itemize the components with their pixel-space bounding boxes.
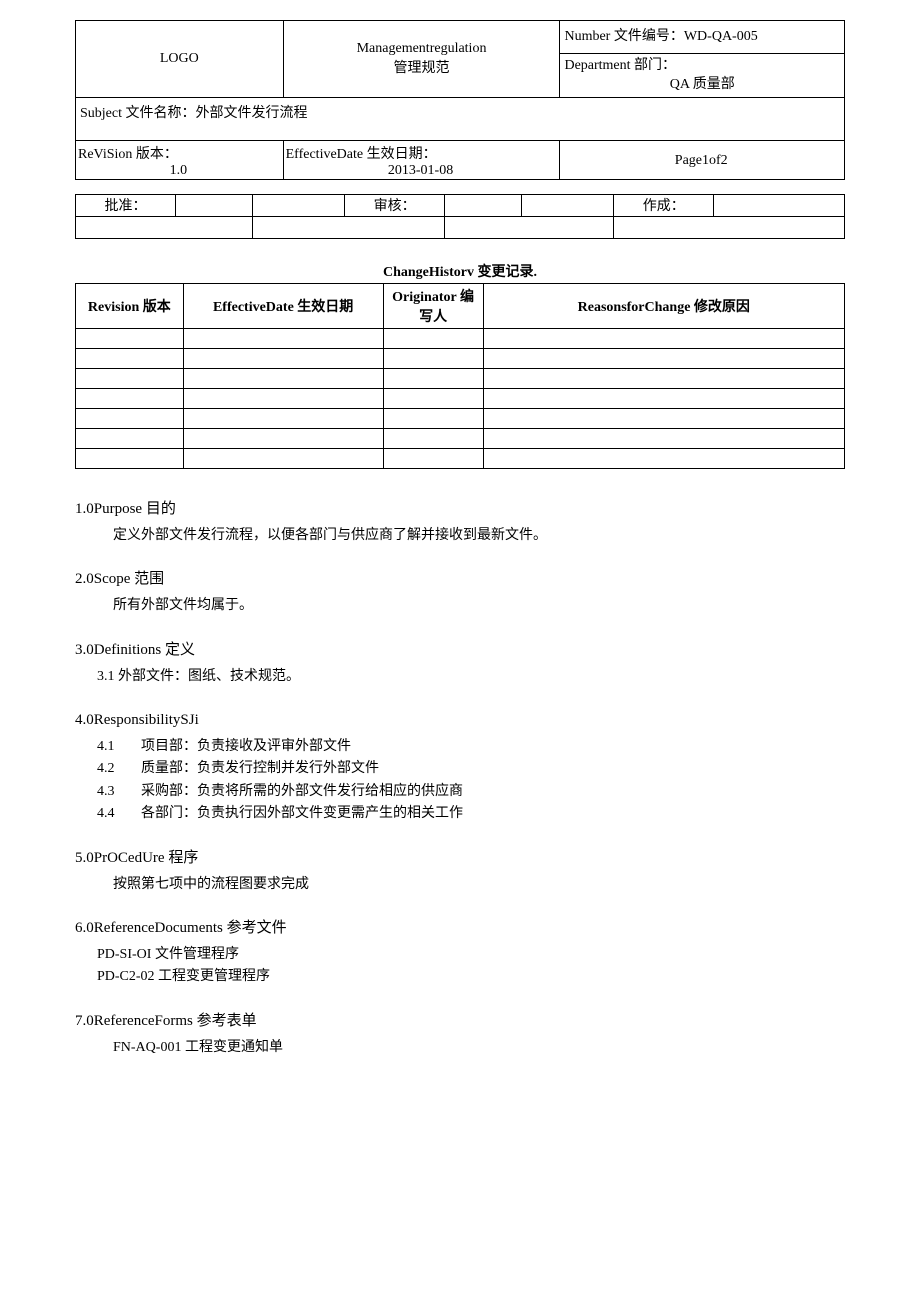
dept-label: Department 部门： — [564, 56, 840, 76]
section-4-item-4: 4.4各部门：负责执行因外部文件变更需产生的相关工作 — [97, 803, 845, 825]
author-blank — [714, 194, 845, 216]
revision-label: ReViSion 版本： — [78, 143, 279, 163]
ch-r6c1 — [76, 428, 184, 448]
number-value: WD-QA-005 — [684, 29, 758, 44]
number-label: Number 文件编号： — [564, 29, 683, 44]
logo-cell: LOGO — [76, 21, 284, 98]
section-4-items: 4.1项目部：负责接收及评审外部文件 4.2质量部：负责发行控制并发行外部文件 … — [75, 736, 845, 826]
s4-n3: 4.3 — [97, 781, 141, 803]
dept-cell: Department 部门： QA 质量部 — [560, 53, 845, 97]
section-7-head: 7.0ReferenceForms 参考表单 — [75, 1009, 845, 1033]
dept-value: QA 质量部 — [564, 75, 840, 95]
section-1-head: 1.0Purpose 目的 — [75, 497, 845, 521]
change-col-effective: EffectiveDate 生效日期 — [183, 283, 383, 328]
ch-r2c4 — [483, 348, 844, 368]
ch-r2c2 — [183, 348, 383, 368]
revision-value: 1.0 — [78, 163, 279, 179]
section-1-body: 定义外部文件发行流程，以便各部门与供应商了解并接收到最新文件。 — [75, 525, 845, 547]
title-cell: Managementregulation 管理规范 — [283, 21, 560, 98]
ch-r1c2 — [183, 328, 383, 348]
change-col-originator: Originator 编写人 — [383, 283, 483, 328]
number-cell: Number 文件编号：WD-QA-005 — [560, 21, 845, 54]
subject-label: Subject 文件名称： — [80, 106, 196, 121]
review-blank2 — [521, 194, 613, 216]
page-number: Page1of2 — [675, 153, 728, 168]
title-en: Managementregulation — [288, 39, 556, 59]
section-6-line1: PD-SI-OI 文件管理程序 — [75, 944, 845, 966]
ch-r5c1 — [76, 408, 184, 428]
ch-r2c1 — [76, 348, 184, 368]
ch-r3c2 — [183, 368, 383, 388]
s4-n2: 4.2 — [97, 758, 141, 780]
subject-cell: Subject 文件名称：外部文件发行流程 — [76, 97, 845, 140]
ch-r4c3 — [383, 388, 483, 408]
approval-table: 批准： 审核： 作成： — [75, 194, 845, 239]
ch-r5c3 — [383, 408, 483, 428]
section-4-head: 4.0ResponsibilitySJi — [75, 708, 845, 732]
ch-r1c3 — [383, 328, 483, 348]
ch-r6c2 — [183, 428, 383, 448]
s4-n4: 4.4 — [97, 803, 141, 825]
s4-t4: 各部门：负责执行因外部文件变更需产生的相关工作 — [141, 803, 463, 825]
ch-r2c3 — [383, 348, 483, 368]
s4-t1: 项目部：负责接收及评审外部文件 — [141, 736, 351, 758]
section-4-item-1: 4.1项目部：负责接收及评审外部文件 — [97, 736, 845, 758]
approval-row2-c2 — [252, 216, 444, 238]
change-history-title: ChangeHistorv 变更记录. — [75, 261, 845, 281]
approval-row2-c1 — [76, 216, 253, 238]
logo-text: LOGO — [160, 51, 199, 66]
approval-row2-c4 — [614, 216, 845, 238]
review-blank1 — [445, 194, 522, 216]
section-5-head: 5.0PrOCedUre 程序 — [75, 846, 845, 870]
author-label: 作成： — [614, 194, 714, 216]
section-7-body: FN-AQ-001 工程变更通知单 — [75, 1037, 845, 1059]
section-4-item-2: 4.2质量部：负责发行控制并发行外部文件 — [97, 758, 845, 780]
s4-t2: 质量部：负责发行控制并发行外部文件 — [141, 758, 379, 780]
ch-r6c3 — [383, 428, 483, 448]
effective-value: 2013-01-08 — [286, 163, 556, 179]
section-5-body: 按照第七项中的流程图要求完成 — [75, 874, 845, 896]
section-2-head: 2.0Scope 范围 — [75, 567, 845, 591]
ch-r7c2 — [183, 448, 383, 468]
ch-r4c2 — [183, 388, 383, 408]
ch-r5c2 — [183, 408, 383, 428]
page-cell: Page1of2 — [560, 140, 845, 179]
effective-label: EffectiveDate 生效日期： — [286, 143, 556, 163]
section-3-head: 3.0Definitions 定义 — [75, 638, 845, 662]
ch-r6c4 — [483, 428, 844, 448]
approval-row2-c3 — [445, 216, 614, 238]
section-4-item-3: 4.3采购部：负责将所需的外部文件发行给相应的供应商 — [97, 781, 845, 803]
header-table: LOGO Managementregulation 管理规范 Number 文件… — [75, 20, 845, 180]
review-label: 审核： — [345, 194, 445, 216]
change-history-table: Revision 版本 EffectiveDate 生效日期 Originato… — [75, 283, 845, 469]
revision-cell: ReViSion 版本： 1.0 — [76, 140, 284, 179]
ch-r7c4 — [483, 448, 844, 468]
ch-r1c4 — [483, 328, 844, 348]
ch-r4c4 — [483, 388, 844, 408]
ch-r7c1 — [76, 448, 184, 468]
ch-r3c3 — [383, 368, 483, 388]
title-cn: 管理规范 — [288, 59, 556, 79]
ch-r5c4 — [483, 408, 844, 428]
ch-r3c4 — [483, 368, 844, 388]
section-2-body: 所有外部文件均属于。 — [75, 595, 845, 617]
approve-label: 批准： — [76, 194, 176, 216]
change-col-revision: Revision 版本 — [76, 283, 184, 328]
ch-r7c3 — [383, 448, 483, 468]
document-page: LOGO Managementregulation 管理规范 Number 文件… — [0, 0, 920, 1079]
subject-value: 外部文件发行流程 — [196, 106, 308, 121]
section-3-body: 3.1 外部文件：图纸、技术规范。 — [75, 666, 845, 688]
approve-blank1 — [175, 194, 252, 216]
s4-t3: 采购部：负责将所需的外部文件发行给相应的供应商 — [141, 781, 463, 803]
body-content: 1.0Purpose 目的 定义外部文件发行流程，以便各部门与供应商了解并接收到… — [75, 497, 845, 1059]
change-col-reasons: ReasonsforChange 修改原因 — [483, 283, 844, 328]
section-6-line2: PD-C2-02 工程变更管理程序 — [75, 966, 845, 988]
section-6-head: 6.0ReferenceDocuments 参考文件 — [75, 916, 845, 940]
ch-r4c1 — [76, 388, 184, 408]
effective-cell: EffectiveDate 生效日期： 2013-01-08 — [283, 140, 560, 179]
ch-r3c1 — [76, 368, 184, 388]
ch-r1c1 — [76, 328, 184, 348]
approve-blank2 — [252, 194, 344, 216]
s4-n1: 4.1 — [97, 736, 141, 758]
